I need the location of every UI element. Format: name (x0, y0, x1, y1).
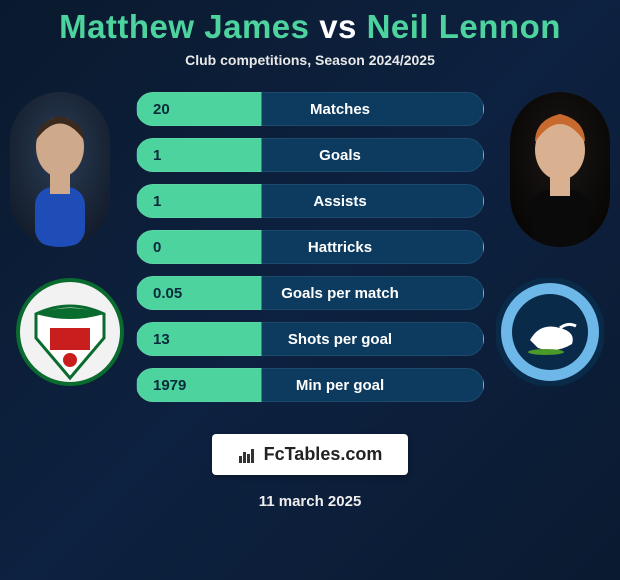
title-vs: vs (319, 8, 357, 45)
wrexham-crest-icon (16, 278, 124, 386)
stat-row-goals: 1 Goals (136, 138, 484, 172)
stat-label: Hattricks (137, 239, 483, 256)
title-player1: Matthew James (59, 8, 309, 45)
player2-face-svg (510, 92, 610, 247)
title-player2: Neil Lennon (367, 8, 561, 45)
player2-club-crest (496, 278, 604, 386)
stat-row-shots-per-goal: 13 Shots per goal (136, 322, 484, 356)
stat-label: Matches (137, 101, 483, 118)
wycombe-crest-icon (496, 278, 604, 386)
comparison-grid: 20 Matches 1 Goals 1 Assists 0 Hattricks… (0, 92, 620, 412)
stat-label: Goals (137, 147, 483, 164)
brand-badge[interactable]: FcTables.com (212, 434, 409, 475)
stat-label: Goals per match (137, 285, 483, 302)
comparison-card: Matthew James vs Neil Lennon Club compet… (0, 0, 620, 580)
stat-row-matches: 20 Matches (136, 92, 484, 126)
stat-row-min-per-goal: 1979 Min per goal (136, 368, 484, 402)
date-label: 11 march 2025 (259, 493, 362, 510)
fctables-logo-icon (238, 446, 256, 464)
player1-club-crest (16, 278, 124, 386)
brand-text: FcTables.com (264, 444, 383, 465)
stat-label: Shots per goal (137, 331, 483, 348)
stat-row-hattricks: 0 Hattricks (136, 230, 484, 264)
stats-list: 20 Matches 1 Goals 1 Assists 0 Hattricks… (136, 92, 484, 402)
player1-headshot (10, 92, 110, 247)
player1-face-svg (10, 92, 110, 247)
stat-row-goals-per-match: 0.05 Goals per match (136, 276, 484, 310)
page-title: Matthew James vs Neil Lennon (59, 8, 561, 46)
subtitle: Club competitions, Season 2024/2025 (185, 52, 435, 68)
stat-label: Assists (137, 193, 483, 210)
player2-headshot (510, 92, 610, 247)
stat-label: Min per goal (137, 377, 483, 394)
stat-row-assists: 1 Assists (136, 184, 484, 218)
